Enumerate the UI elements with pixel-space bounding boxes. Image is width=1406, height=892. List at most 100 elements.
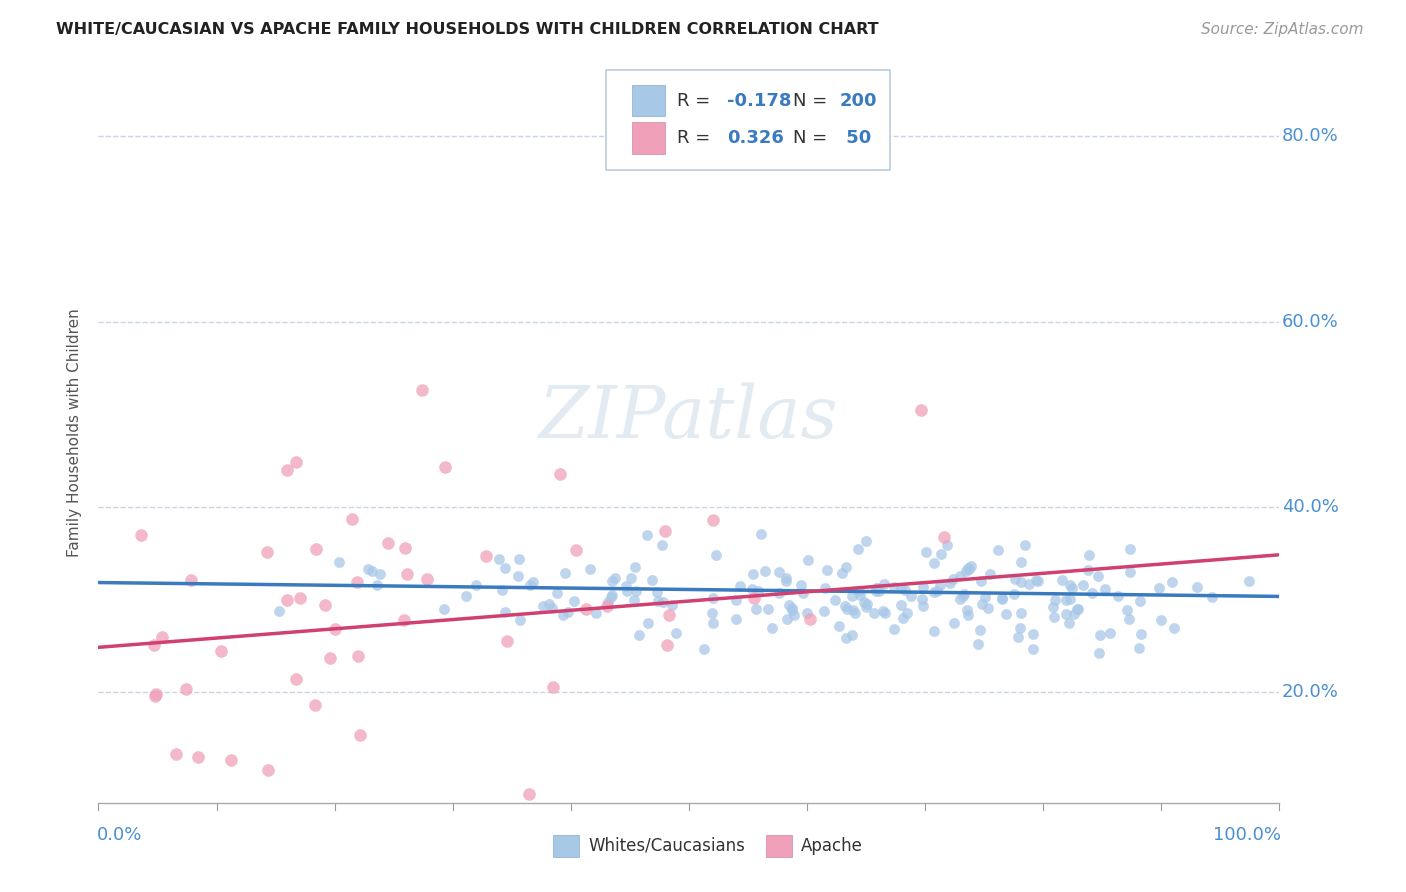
Point bbox=[546, 586, 568, 600]
FancyBboxPatch shape bbox=[553, 835, 579, 857]
Point bbox=[565, 542, 588, 557]
Point bbox=[912, 599, 935, 614]
Point bbox=[693, 642, 716, 657]
Point bbox=[541, 601, 564, 615]
Point bbox=[991, 592, 1014, 607]
Point bbox=[995, 607, 1018, 621]
Point bbox=[955, 565, 977, 579]
Point bbox=[1087, 569, 1109, 583]
Point bbox=[797, 552, 820, 566]
Point bbox=[651, 538, 673, 552]
Point bbox=[910, 402, 932, 417]
Point bbox=[340, 512, 363, 526]
Text: 0.326: 0.326 bbox=[727, 129, 783, 147]
Point bbox=[782, 602, 804, 616]
Point bbox=[815, 563, 838, 577]
Point bbox=[775, 571, 797, 585]
Point bbox=[411, 384, 433, 398]
Point bbox=[1071, 578, 1094, 592]
Point bbox=[394, 541, 416, 555]
Point bbox=[896, 607, 918, 621]
Point bbox=[911, 591, 934, 606]
Point bbox=[143, 689, 166, 703]
Point bbox=[942, 572, 965, 586]
Text: WHITE/CAUCASIAN VS APACHE FAMILY HOUSEHOLDS WITH CHILDREN CORRELATION CHART: WHITE/CAUCASIAN VS APACHE FAMILY HOUSEHO… bbox=[56, 22, 879, 37]
Point bbox=[702, 615, 724, 630]
Point bbox=[704, 548, 727, 562]
Point bbox=[645, 584, 668, 599]
Point bbox=[1002, 587, 1025, 601]
Text: 80.0%: 80.0% bbox=[1282, 128, 1339, 145]
FancyBboxPatch shape bbox=[633, 122, 665, 153]
Point bbox=[285, 673, 308, 687]
Point bbox=[541, 681, 564, 695]
Text: ZIPatlas: ZIPatlas bbox=[538, 383, 839, 453]
Point bbox=[1008, 621, 1031, 635]
Point bbox=[1054, 607, 1077, 622]
Point bbox=[970, 574, 993, 588]
Point bbox=[637, 616, 659, 631]
Point bbox=[305, 541, 328, 556]
Point bbox=[702, 513, 724, 527]
Point bbox=[1060, 582, 1083, 596]
Point bbox=[655, 638, 678, 652]
Point bbox=[616, 579, 638, 593]
Text: -0.178: -0.178 bbox=[727, 92, 792, 110]
Point bbox=[742, 591, 765, 606]
Point bbox=[974, 590, 997, 604]
Point bbox=[1088, 646, 1111, 660]
Point bbox=[176, 682, 198, 697]
Point bbox=[969, 623, 991, 637]
Point bbox=[600, 588, 623, 602]
Point bbox=[1163, 621, 1185, 635]
Point bbox=[1201, 590, 1223, 604]
Point bbox=[616, 583, 638, 598]
Point bbox=[702, 591, 724, 605]
Point bbox=[875, 606, 897, 620]
Point bbox=[129, 528, 152, 542]
Point bbox=[952, 589, 974, 603]
Point bbox=[1129, 626, 1152, 640]
Point bbox=[865, 583, 887, 598]
Point bbox=[702, 606, 724, 620]
Point bbox=[1119, 565, 1142, 579]
Point bbox=[267, 604, 290, 618]
Point bbox=[749, 527, 772, 541]
Point bbox=[1128, 641, 1150, 656]
Point bbox=[792, 586, 814, 600]
Point bbox=[1054, 593, 1077, 607]
Point bbox=[813, 604, 835, 618]
Text: R =: R = bbox=[678, 129, 716, 147]
Point bbox=[758, 602, 780, 616]
Point bbox=[624, 560, 647, 574]
Point bbox=[647, 593, 669, 607]
Point bbox=[883, 623, 905, 637]
Point bbox=[620, 571, 643, 585]
Point bbox=[636, 528, 658, 542]
Text: 200: 200 bbox=[841, 92, 877, 110]
Point bbox=[1147, 581, 1170, 595]
Point bbox=[891, 610, 914, 624]
Point bbox=[855, 600, 877, 615]
Point bbox=[987, 543, 1010, 558]
Point bbox=[1059, 592, 1081, 607]
Point bbox=[835, 560, 858, 574]
Point bbox=[600, 574, 623, 588]
Point bbox=[957, 608, 980, 623]
Point bbox=[1063, 607, 1085, 622]
Point bbox=[868, 584, 890, 599]
Point bbox=[813, 581, 835, 595]
Text: 0.0%: 0.0% bbox=[97, 826, 142, 844]
Point bbox=[456, 589, 478, 603]
Point bbox=[959, 559, 981, 574]
Point bbox=[855, 534, 877, 549]
Point bbox=[1025, 573, 1047, 587]
Point bbox=[433, 601, 456, 615]
Point bbox=[1185, 580, 1208, 594]
Point bbox=[831, 566, 853, 581]
Point bbox=[761, 621, 783, 635]
Point bbox=[853, 594, 876, 608]
Point bbox=[956, 561, 979, 575]
Point bbox=[346, 648, 368, 663]
Point bbox=[1098, 626, 1121, 640]
